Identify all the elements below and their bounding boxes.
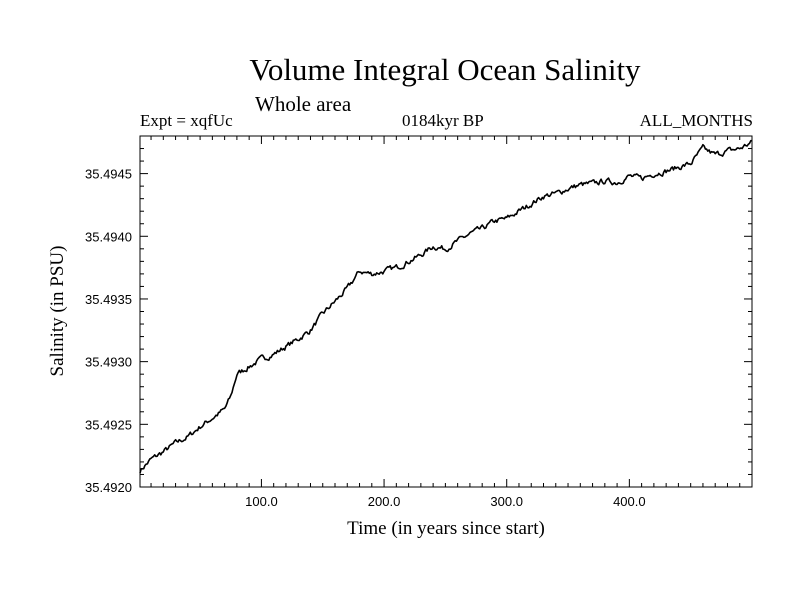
chart-title: Volume Integral Ocean Salinity	[249, 52, 641, 87]
y-tick-label: 35.4925	[85, 417, 132, 432]
months-label: ALL_MONTHS	[639, 111, 753, 130]
x-tick-label: 300.0	[490, 494, 523, 509]
axis-ticks	[140, 136, 752, 487]
salinity-series-line	[139, 139, 752, 474]
period-label: 0184kyr BP	[402, 111, 484, 130]
x-tick-label: 200.0	[368, 494, 401, 509]
experiment-label: Expt = xqfUc	[140, 111, 233, 130]
y-axis-label: Salinity (in PSU)	[47, 246, 68, 377]
y-tick-label: 35.4940	[85, 229, 132, 244]
x-tick-label: 100.0	[245, 494, 278, 509]
chart-subtitle: Whole area	[255, 92, 352, 116]
y-tick-label: 35.4945	[85, 167, 132, 182]
x-axis-label: Time (in years since start)	[347, 518, 545, 539]
y-tick-label: 35.4935	[85, 292, 132, 307]
y-tick-label: 35.4920	[85, 480, 132, 495]
tick-labels: 100.0 200.0 300.0 400.0 35.4920 35.4925 35.493…	[85, 167, 646, 509]
plot-frame	[139, 135, 753, 488]
y-tick-label: 35.4930	[85, 355, 132, 370]
x-tick-label: 400.0	[613, 494, 646, 509]
